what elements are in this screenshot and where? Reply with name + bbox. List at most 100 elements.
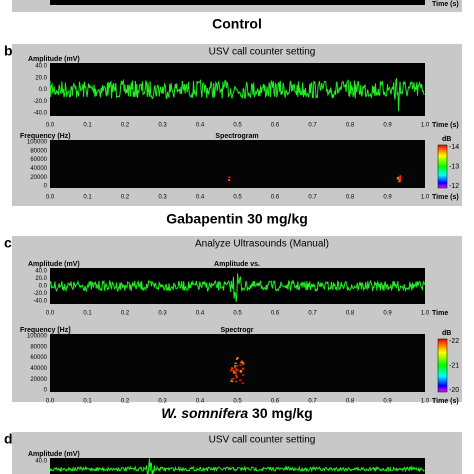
spectrogram-spot [232,370,235,372]
y-tick-label: 20.0 [35,276,47,282]
x-tick-label: 0.5 [233,195,242,201]
x-tick-label: 0.2 [121,123,130,129]
x-tick-label: 0.8 [346,311,355,317]
y-tick-label: 100000 [27,140,48,146]
spectrogram-spot [241,360,244,362]
colorbar-tick-label: -12 [449,183,459,190]
axis-label: Time (s) [432,194,459,201]
spectrogram-spot [398,176,401,178]
x-tick-label: 0.5 [233,311,242,317]
colorbar-tick-label: -13 [449,163,459,170]
spectrogram-spot [228,176,231,178]
colorbar [437,144,448,189]
spectrogram-spot [234,371,237,373]
axis-label: Amplitude (mV) [28,56,80,63]
window-title: Analyze Ultrasounds (Manual) [195,239,329,250]
plot-title: Spectrogr [220,327,253,334]
spectrogram-spot [235,376,238,379]
spectrogram-spot [229,369,232,372]
x-tick-label: 0.7 [308,195,317,201]
spectrogram-spot [398,178,401,180]
x-tick-label: 0.5 [233,123,242,129]
spectrogram-spot [398,179,401,181]
y-tick-label: 80000 [30,344,47,350]
x-tick-label: 0.7 [308,123,317,129]
spectrogram-spot [236,357,239,359]
spectrogram-spot [399,175,402,177]
axis-label: Time (s) [432,1,459,8]
spectrogram-spot [234,374,237,377]
spectrogram-spot [239,379,242,381]
spectrogram-spot [241,382,244,384]
x-tick-label: 0.4 [196,195,205,201]
spectrogram-spot [397,178,400,180]
spectrogram-spot [232,377,235,380]
spectrogram-spot [231,367,234,369]
spectrogram-spot [234,362,237,365]
x-tick-label: 0.5 [233,399,242,405]
caption: Control [212,16,262,32]
x-tick-label: 0.7 [308,311,317,317]
x-tick-label: 0.6 [271,399,280,405]
spectrogram-spot [396,176,399,179]
axis-label: Time (s) [432,398,459,405]
y-tick-label: -20.0 [33,291,47,297]
spectrogram-spot [236,365,239,367]
colorbar-tick-label: -21 [449,362,459,369]
x-tick-label: 1.0 [421,195,430,201]
y-tick-label: 60000 [30,355,47,361]
y-tick-label: 40.0 [35,64,47,70]
x-tick-label: 0.1 [83,399,92,405]
x-tick-label: 0.9 [383,311,392,317]
x-tick-label: 0.0 [46,123,55,129]
waveform [49,78,425,112]
x-tick-label: 0.9 [383,399,392,405]
y-tick-label: 40.0 [35,459,47,465]
y-tick-label: 0.0 [39,284,48,290]
x-tick-label: 0.2 [121,195,130,201]
spectrogram-spot [239,370,242,373]
spectrogram-spot [228,178,231,181]
panel-label: c [4,235,12,251]
caption: Gabapentin 30 mg/kg [166,211,308,227]
x-tick-label: 0.4 [196,311,205,317]
y-tick-label: 60000 [30,157,47,163]
colorbar-tick-label: -14 [449,144,459,151]
x-tick-label: 0.6 [271,123,280,129]
y-tick-label: 20000 [30,377,47,383]
spectrogram-spot [235,368,238,371]
colorbar-label: dB [442,330,451,337]
y-tick-label: 40000 [30,166,47,172]
y-tick-label: 0 [44,184,48,190]
x-tick-label: 0.9 [383,195,392,201]
y-tick-label: 20000 [30,175,47,181]
spectrogram-spot [235,375,238,378]
x-tick-label: 0.3 [158,399,167,405]
x-tick-label: 0.8 [346,123,355,129]
window-title: USV call counter setting [209,47,316,58]
y-tick-label: 0 [44,388,48,394]
spectrogram-spot [232,372,235,374]
plot-title: Spectrogram [215,133,258,140]
axis-label: Frequency [Hz] [20,327,71,334]
caption-dose: 30 mg/kg [252,405,313,421]
spectrogram-spot [239,369,242,372]
spectrogram-spot [239,364,242,366]
y-tick-label: 0.0 [39,87,48,93]
x-tick-label: 1.0 [421,123,430,129]
colorbar-label: dB [442,136,451,143]
spectrogram-spot [242,368,245,370]
spectrogram-spot [235,380,238,383]
axis-label: Frequency (Hz) [20,133,71,140]
spectrogram-area [50,140,425,188]
spectrogram-spot [234,365,237,367]
colorbar-tick-label: -20 [449,387,459,394]
plot-area [50,0,425,5]
y-tick-label: -40.0 [33,111,47,117]
panel-label: b [4,43,13,59]
caption: W. somnifera 30 mg/kg [161,405,312,421]
waveform [49,273,425,302]
x-tick-label: 0.8 [346,399,355,405]
y-tick-label: 40.0 [35,269,47,275]
spectrogram-spot [234,372,237,374]
